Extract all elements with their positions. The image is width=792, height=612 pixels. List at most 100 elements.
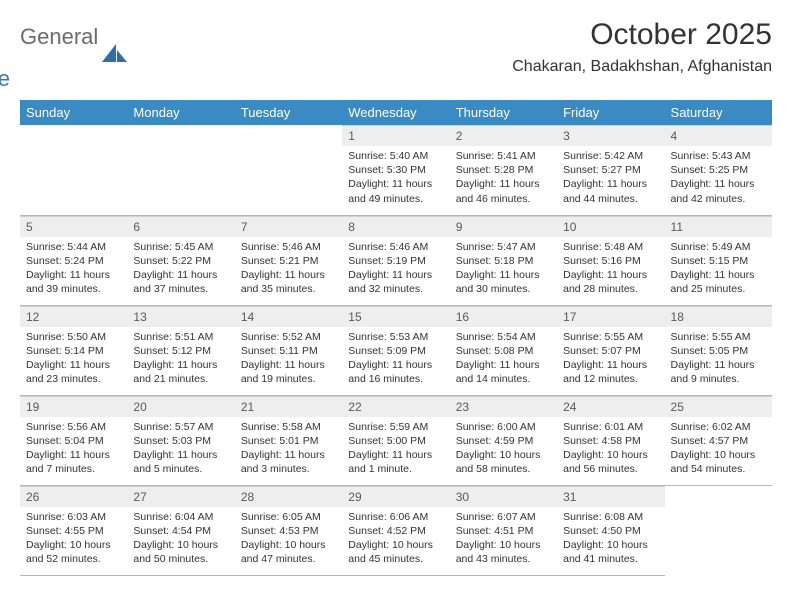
sail-icon [102,44,128,69]
logo-word2: Blue [0,68,98,90]
daylight-line: Daylight: 10 hours and 52 minutes. [26,538,121,566]
logo: General Blue [20,26,128,90]
day-number: 1 [342,125,449,146]
day-info: Sunrise: 5:52 AMSunset: 5:11 PMDaylight:… [235,327,342,391]
daylight-line: Daylight: 11 hours and 39 minutes. [26,268,121,296]
day-number: 9 [450,216,557,237]
sunrise-line: Sunrise: 5:51 AM [133,330,228,344]
daylight-line: Daylight: 10 hours and 41 minutes. [563,538,658,566]
day-number: 4 [665,125,772,146]
sunrise-line: Sunrise: 5:56 AM [26,420,121,434]
day-number: 14 [235,306,342,327]
day-number: 12 [20,306,127,327]
daylight-line: Daylight: 11 hours and 14 minutes. [456,358,551,386]
day-number: 11 [665,216,772,237]
sunrise-line: Sunrise: 5:50 AM [26,330,121,344]
calendar-cell: 19Sunrise: 5:56 AMSunset: 5:04 PMDayligh… [20,395,127,485]
day-number: 27 [127,486,234,507]
sunrise-line: Sunrise: 5:48 AM [563,240,658,254]
sunrise-line: Sunrise: 5:54 AM [456,330,551,344]
day-number: 30 [450,486,557,507]
sunrise-line: Sunrise: 6:03 AM [26,510,121,524]
weekday-header: Tuesday [235,100,342,125]
day-number: 23 [450,396,557,417]
day-info: Sunrise: 5:46 AMSunset: 5:21 PMDaylight:… [235,237,342,301]
sunset-line: Sunset: 4:57 PM [671,434,766,448]
daylight-line: Daylight: 10 hours and 45 minutes. [348,538,443,566]
day-info: Sunrise: 5:53 AMSunset: 5:09 PMDaylight:… [342,327,449,391]
sunrise-line: Sunrise: 5:46 AM [241,240,336,254]
location: Chakaran, Badakhshan, Afghanistan [512,58,772,76]
daylight-line: Daylight: 11 hours and 37 minutes. [133,268,228,296]
sunrise-line: Sunrise: 5:57 AM [133,420,228,434]
daylight-line: Daylight: 11 hours and 44 minutes. [563,177,658,205]
sunrise-line: Sunrise: 5:44 AM [26,240,121,254]
day-info: Sunrise: 6:02 AMSunset: 4:57 PMDaylight:… [665,417,772,481]
daylight-line: Daylight: 11 hours and 9 minutes. [671,358,766,386]
day-info: Sunrise: 5:56 AMSunset: 5:04 PMDaylight:… [20,417,127,481]
day-number: 6 [127,216,234,237]
calendar-cell: 27Sunrise: 6:04 AMSunset: 4:54 PMDayligh… [127,485,234,575]
daylight-line: Daylight: 10 hours and 43 minutes. [456,538,551,566]
sunset-line: Sunset: 5:07 PM [563,344,658,358]
sunset-line: Sunset: 4:51 PM [456,524,551,538]
sunset-line: Sunset: 5:24 PM [26,254,121,268]
calendar-head: SundayMondayTuesdayWednesdayThursdayFrid… [20,100,772,125]
calendar-cell: 21Sunrise: 5:58 AMSunset: 5:01 PMDayligh… [235,395,342,485]
sunset-line: Sunset: 5:14 PM [26,344,121,358]
calendar-cell: 14Sunrise: 5:52 AMSunset: 5:11 PMDayligh… [235,305,342,395]
day-info: Sunrise: 5:41 AMSunset: 5:28 PMDaylight:… [450,146,557,210]
sunrise-line: Sunrise: 5:55 AM [563,330,658,344]
sunrise-line: Sunrise: 5:47 AM [456,240,551,254]
sunrise-line: Sunrise: 5:52 AM [241,330,336,344]
sunset-line: Sunset: 5:08 PM [456,344,551,358]
sunrise-line: Sunrise: 6:00 AM [456,420,551,434]
sunset-line: Sunset: 5:03 PM [133,434,228,448]
sunrise-line: Sunrise: 5:59 AM [348,420,443,434]
calendar-cell: 24Sunrise: 6:01 AMSunset: 4:58 PMDayligh… [557,395,664,485]
day-info: Sunrise: 6:08 AMSunset: 4:50 PMDaylight:… [557,507,664,571]
day-info: Sunrise: 5:54 AMSunset: 5:08 PMDaylight:… [450,327,557,391]
calendar-cell: 7Sunrise: 5:46 AMSunset: 5:21 PMDaylight… [235,215,342,305]
sunrise-line: Sunrise: 5:53 AM [348,330,443,344]
daylight-line: Daylight: 11 hours and 46 minutes. [456,177,551,205]
daylight-line: Daylight: 10 hours and 54 minutes. [671,448,766,476]
sunset-line: Sunset: 5:27 PM [563,163,658,177]
day-number: 13 [127,306,234,327]
logo-word1: General [20,26,98,48]
day-info: Sunrise: 6:01 AMSunset: 4:58 PMDaylight:… [557,417,664,481]
daylight-line: Daylight: 10 hours and 47 minutes. [241,538,336,566]
daylight-line: Daylight: 11 hours and 16 minutes. [348,358,443,386]
weekday-header: Thursday [450,100,557,125]
sunset-line: Sunset: 5:21 PM [241,254,336,268]
daylight-line: Daylight: 11 hours and 5 minutes. [133,448,228,476]
daylight-line: Daylight: 11 hours and 30 minutes. [456,268,551,296]
day-info: Sunrise: 5:46 AMSunset: 5:19 PMDaylight:… [342,237,449,301]
calendar-cell: 18Sunrise: 5:55 AMSunset: 5:05 PMDayligh… [665,305,772,395]
calendar-cell: 31Sunrise: 6:08 AMSunset: 4:50 PMDayligh… [557,485,664,575]
calendar-cell: 25Sunrise: 6:02 AMSunset: 4:57 PMDayligh… [665,395,772,485]
calendar-cell: 28Sunrise: 6:05 AMSunset: 4:53 PMDayligh… [235,485,342,575]
daylight-line: Daylight: 11 hours and 28 minutes. [563,268,658,296]
day-number: 31 [557,486,664,507]
daylight-line: Daylight: 11 hours and 23 minutes. [26,358,121,386]
day-number: 26 [20,486,127,507]
day-info: Sunrise: 5:57 AMSunset: 5:03 PMDaylight:… [127,417,234,481]
day-number: 18 [665,306,772,327]
day-info: Sunrise: 5:43 AMSunset: 5:25 PMDaylight:… [665,146,772,210]
day-info: Sunrise: 6:05 AMSunset: 4:53 PMDaylight:… [235,507,342,571]
day-info: Sunrise: 6:00 AMSunset: 4:59 PMDaylight:… [450,417,557,481]
daylight-line: Daylight: 10 hours and 58 minutes. [456,448,551,476]
day-number: 24 [557,396,664,417]
sunrise-line: Sunrise: 5:58 AM [241,420,336,434]
day-number: 22 [342,396,449,417]
day-info: Sunrise: 5:55 AMSunset: 5:07 PMDaylight:… [557,327,664,391]
sunset-line: Sunset: 5:16 PM [563,254,658,268]
day-info: Sunrise: 5:42 AMSunset: 5:27 PMDaylight:… [557,146,664,210]
daylight-line: Daylight: 11 hours and 1 minute. [348,448,443,476]
day-number: 16 [450,306,557,327]
day-info: Sunrise: 5:59 AMSunset: 5:00 PMDaylight:… [342,417,449,481]
sunset-line: Sunset: 4:59 PM [456,434,551,448]
calendar-cell-empty [127,125,234,215]
sunrise-line: Sunrise: 5:42 AM [563,149,658,163]
